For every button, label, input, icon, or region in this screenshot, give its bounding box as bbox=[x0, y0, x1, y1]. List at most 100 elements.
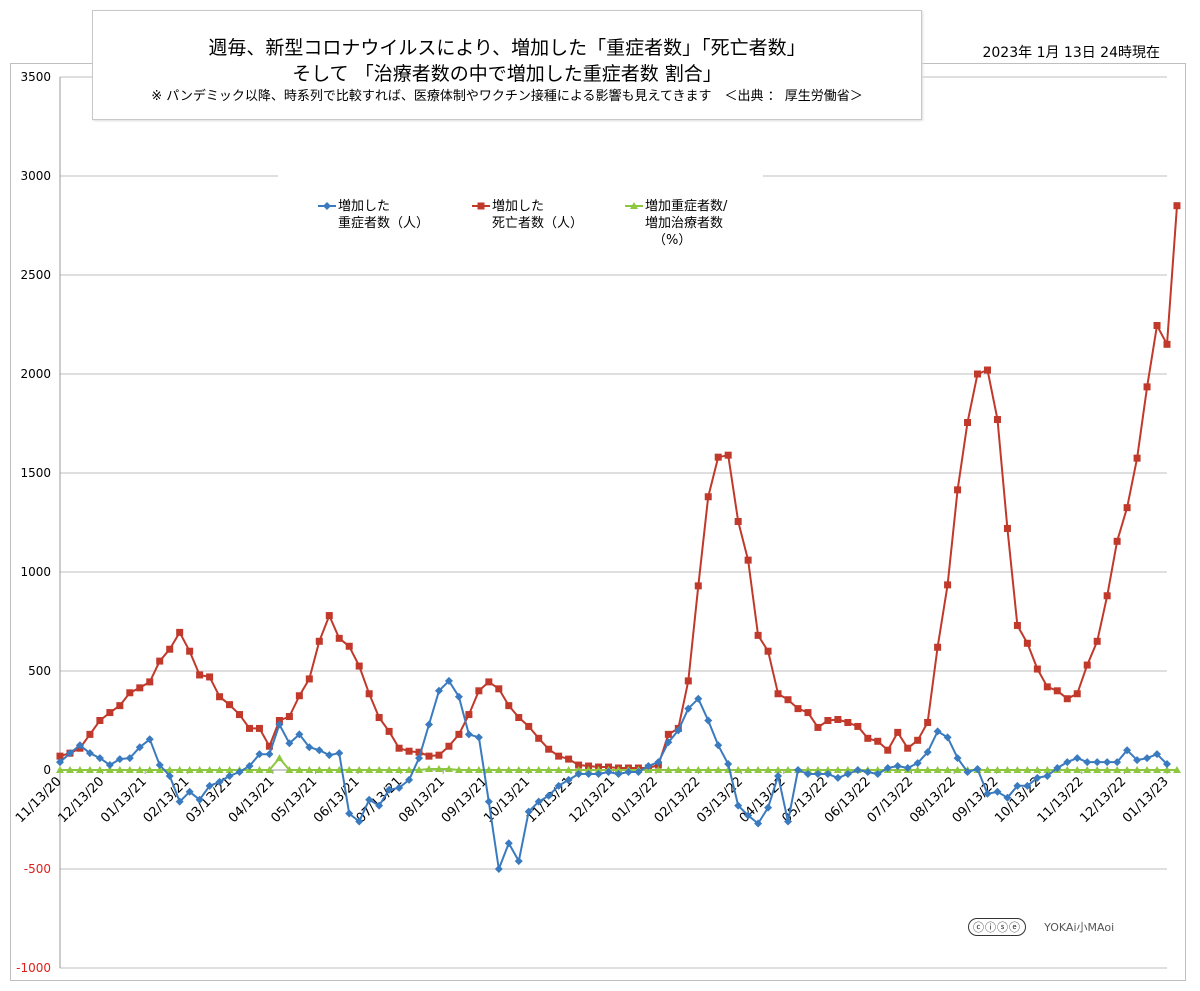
deaths-point bbox=[126, 689, 134, 697]
ratio-point bbox=[1143, 766, 1152, 773]
severe-point bbox=[963, 767, 972, 776]
severe-point bbox=[405, 775, 414, 784]
severe-point bbox=[943, 733, 952, 742]
ratio-point bbox=[1103, 766, 1112, 773]
deaths-point bbox=[226, 701, 234, 709]
ratio-point bbox=[514, 766, 523, 773]
deaths-point bbox=[515, 714, 523, 722]
severe-point bbox=[1023, 781, 1032, 790]
ratio-point bbox=[933, 766, 942, 773]
severe-point bbox=[1113, 758, 1122, 767]
deaths-point bbox=[425, 752, 433, 760]
deaths-point bbox=[435, 751, 443, 759]
severe-point bbox=[574, 769, 583, 778]
ratio-point bbox=[275, 754, 284, 762]
severe-point bbox=[434, 686, 443, 695]
deaths-point bbox=[684, 677, 692, 685]
severe-point bbox=[185, 787, 194, 796]
deaths-point bbox=[575, 761, 583, 769]
ratio-point bbox=[674, 766, 683, 773]
severe-point bbox=[584, 769, 593, 778]
deaths-point bbox=[824, 717, 832, 724]
series-lines bbox=[56, 202, 1181, 873]
severe-point bbox=[65, 749, 74, 758]
ratio-point bbox=[953, 766, 962, 773]
severe-point bbox=[1163, 760, 1171, 769]
ratio-point bbox=[315, 766, 324, 773]
deaths-point bbox=[874, 737, 882, 745]
ratio-point bbox=[694, 766, 703, 773]
ratio-point bbox=[155, 766, 164, 773]
ratio-point bbox=[75, 766, 84, 773]
severe-point bbox=[524, 807, 533, 816]
deaths-point bbox=[475, 687, 483, 695]
deaths-point bbox=[964, 419, 972, 427]
deaths-point bbox=[395, 744, 403, 752]
severe-point bbox=[175, 797, 184, 806]
deaths-line-group bbox=[56, 202, 1181, 772]
deaths-point bbox=[216, 693, 224, 701]
deaths-point bbox=[884, 746, 892, 754]
severe-point bbox=[853, 766, 862, 774]
severe-point bbox=[1043, 771, 1052, 780]
x-axis-ticks: 11/13/2012/13/2001/13/2102/13/2103/13/21… bbox=[13, 770, 1172, 826]
ratio-point bbox=[574, 766, 583, 773]
ratio-point bbox=[1163, 766, 1171, 773]
severe-point bbox=[1153, 750, 1162, 759]
severe-point bbox=[933, 727, 942, 736]
ratio-point bbox=[1172, 766, 1181, 773]
deaths-point bbox=[1133, 454, 1141, 462]
y-tick-label: 2500 bbox=[20, 268, 51, 282]
severe-point bbox=[1003, 793, 1012, 802]
deaths-point bbox=[1073, 690, 1081, 698]
deaths-point bbox=[305, 675, 313, 683]
ratio-point bbox=[56, 766, 64, 773]
deaths-point bbox=[555, 752, 563, 760]
severe-point bbox=[744, 811, 753, 820]
deaths-point bbox=[335, 634, 343, 642]
deaths-point bbox=[156, 657, 164, 665]
ratio-point bbox=[444, 765, 453, 773]
severe-point bbox=[56, 758, 64, 767]
severe-point bbox=[1073, 754, 1082, 763]
deaths-point bbox=[535, 734, 543, 742]
ratio-point bbox=[145, 766, 154, 773]
license-logo: ⓒⓘⓢⓔ YOKAi小MAoi bbox=[968, 918, 1114, 936]
severe-point bbox=[215, 777, 224, 786]
y-tick-label: 500 bbox=[28, 664, 51, 678]
deaths-point bbox=[724, 451, 732, 459]
legend-label: 増加した bbox=[492, 199, 544, 214]
ratio-point bbox=[1083, 766, 1092, 773]
ratio-point bbox=[1033, 766, 1042, 773]
deaths-point bbox=[934, 643, 942, 651]
ratio-point bbox=[415, 766, 424, 773]
deaths-point bbox=[774, 690, 782, 698]
severe-point bbox=[823, 769, 832, 778]
severe-point bbox=[734, 801, 743, 810]
severe-point bbox=[893, 762, 902, 771]
severe-point bbox=[794, 766, 802, 774]
severe-point bbox=[165, 771, 174, 780]
deaths-point bbox=[265, 742, 273, 750]
legend-label: 増加重症者数/ bbox=[645, 198, 728, 214]
ratio-point bbox=[554, 766, 563, 773]
ratio-point bbox=[993, 766, 1002, 773]
ratio-point bbox=[345, 766, 354, 773]
ratio-point bbox=[265, 766, 274, 773]
deaths-point bbox=[944, 581, 952, 589]
severe-point bbox=[125, 754, 134, 763]
severe-point bbox=[285, 739, 294, 748]
deaths-point bbox=[1033, 665, 1041, 673]
deaths-point bbox=[196, 671, 204, 679]
ratio-point bbox=[833, 766, 842, 773]
ratio-point bbox=[943, 766, 952, 773]
legend-marker bbox=[323, 202, 331, 210]
y-axis-ticks: 3500 3000 2500 2000 1500 1000 500 0 -500 -1000 bbox=[16, 70, 51, 975]
severe-point bbox=[265, 750, 274, 759]
deaths-point bbox=[1123, 504, 1131, 512]
deaths-point bbox=[1173, 202, 1181, 210]
deaths-point bbox=[166, 645, 174, 653]
y-tick-label: 3000 bbox=[20, 169, 51, 183]
severe-point bbox=[85, 749, 94, 758]
